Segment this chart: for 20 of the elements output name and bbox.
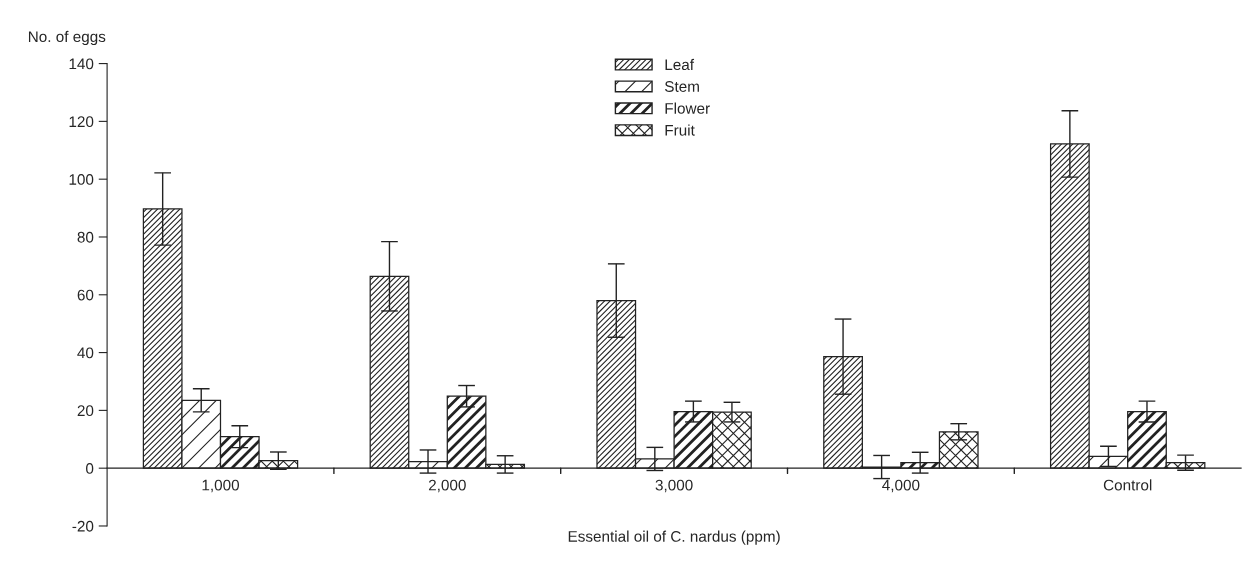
y-tick-label: 40 xyxy=(77,347,94,359)
y-tick-label: 60 xyxy=(77,289,94,301)
y-tick-label: -20 xyxy=(72,520,94,532)
y-tick-label: 100 xyxy=(69,174,94,185)
y-axis-title: No. of eggs xyxy=(28,30,106,46)
x-axis-title: Essential oil of C. nardus (ppm) xyxy=(568,530,780,545)
x-tick-label: 2,000 xyxy=(428,479,466,493)
x-tick-label: 3,000 xyxy=(655,479,693,493)
y-tick-label: 20 xyxy=(77,405,94,417)
legend-label: Leaf xyxy=(665,58,695,71)
legend-label: Flower xyxy=(665,102,710,114)
y-tick-label: 80 xyxy=(77,231,94,243)
y-tick-label: 120 xyxy=(69,116,94,128)
x-tick-label: 4,000 xyxy=(882,479,920,493)
x-tick-label: Control xyxy=(1103,479,1152,491)
x-tick-label: 1,000 xyxy=(202,479,240,493)
y-tick-label: 0 xyxy=(86,463,94,474)
legend-label: Fruit xyxy=(665,124,695,136)
y-tick-label: 140 xyxy=(69,58,94,70)
legend-label: Stem xyxy=(664,81,699,92)
